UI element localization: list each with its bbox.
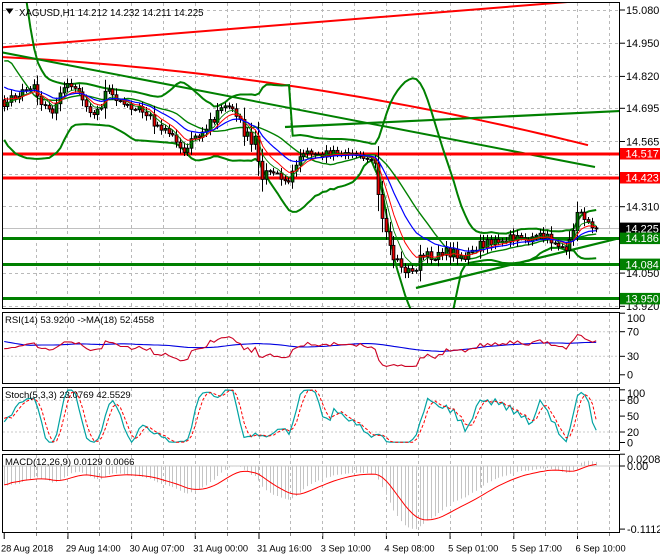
svg-text:0: 0 — [627, 370, 633, 382]
svg-text:0: 0 — [627, 437, 633, 449]
svg-text:14.084: 14.084 — [626, 259, 659, 271]
svg-text:XAGUSD,H1 14.212 14.232 14.21: XAGUSD,H1 14.212 14.232 14.211 14.225 — [19, 8, 204, 19]
svg-text:14.225: 14.225 — [626, 223, 659, 235]
svg-text:14.517: 14.517 — [626, 149, 659, 161]
svg-text:30 Aug 07:00: 30 Aug 07:00 — [130, 544, 185, 554]
svg-text:14.310: 14.310 — [626, 202, 659, 214]
svg-text:RSI(14) 53.9200 ->MA(18) 52.4: RSI(14) 53.9200 ->MA(18) 52.4558 — [5, 315, 154, 326]
svg-text:31 Aug 00:00: 31 Aug 00:00 — [193, 544, 248, 554]
svg-text:14.186: 14.186 — [626, 233, 659, 245]
svg-text:31 Aug 16:00: 31 Aug 16:00 — [257, 544, 312, 554]
svg-text:14.950: 14.950 — [626, 38, 659, 50]
svg-text:50: 50 — [627, 411, 639, 423]
svg-text:14.423: 14.423 — [626, 173, 659, 185]
svg-text:30: 30 — [627, 351, 639, 363]
svg-text:0.0208: 0.0208 — [627, 454, 660, 466]
svg-text:80: 80 — [627, 395, 639, 407]
svg-text:13.950: 13.950 — [626, 294, 659, 306]
svg-text:15.080: 15.080 — [626, 5, 659, 17]
svg-text:6 Sep 10:00: 6 Sep 10:00 — [576, 544, 626, 554]
svg-text:14.565: 14.565 — [626, 136, 659, 148]
svg-text:MACD(12,26,9) 0.0129 0.0066: MACD(12,26,9) 0.0129 0.0066 — [5, 457, 134, 468]
svg-text:4 Sep 08:00: 4 Sep 08:00 — [384, 544, 434, 554]
svg-text:14.050: 14.050 — [626, 268, 659, 280]
svg-text:-0.1112: -0.1112 — [627, 524, 660, 536]
svg-text:5 Sep 01:00: 5 Sep 01:00 — [448, 544, 498, 554]
svg-text:100: 100 — [627, 388, 645, 400]
svg-text:5 Sep 17:00: 5 Sep 17:00 — [512, 544, 562, 554]
svg-text:29 Aug 14:00: 29 Aug 14:00 — [66, 544, 121, 554]
svg-text:20: 20 — [627, 427, 639, 439]
svg-text:14.820: 14.820 — [626, 71, 659, 83]
svg-text:0.00: 0.00 — [627, 461, 648, 473]
svg-text:70: 70 — [627, 327, 639, 339]
svg-text:28 Aug 2018: 28 Aug 2018 — [1, 544, 53, 554]
svg-text:Stoch(5,3,3) 23.0769 42.5529: Stoch(5,3,3) 23.0769 42.5529 — [5, 390, 131, 401]
svg-text:14.695: 14.695 — [626, 103, 659, 115]
svg-text:3 Sep 10:00: 3 Sep 10:00 — [321, 544, 371, 554]
svg-text:100: 100 — [627, 313, 645, 325]
